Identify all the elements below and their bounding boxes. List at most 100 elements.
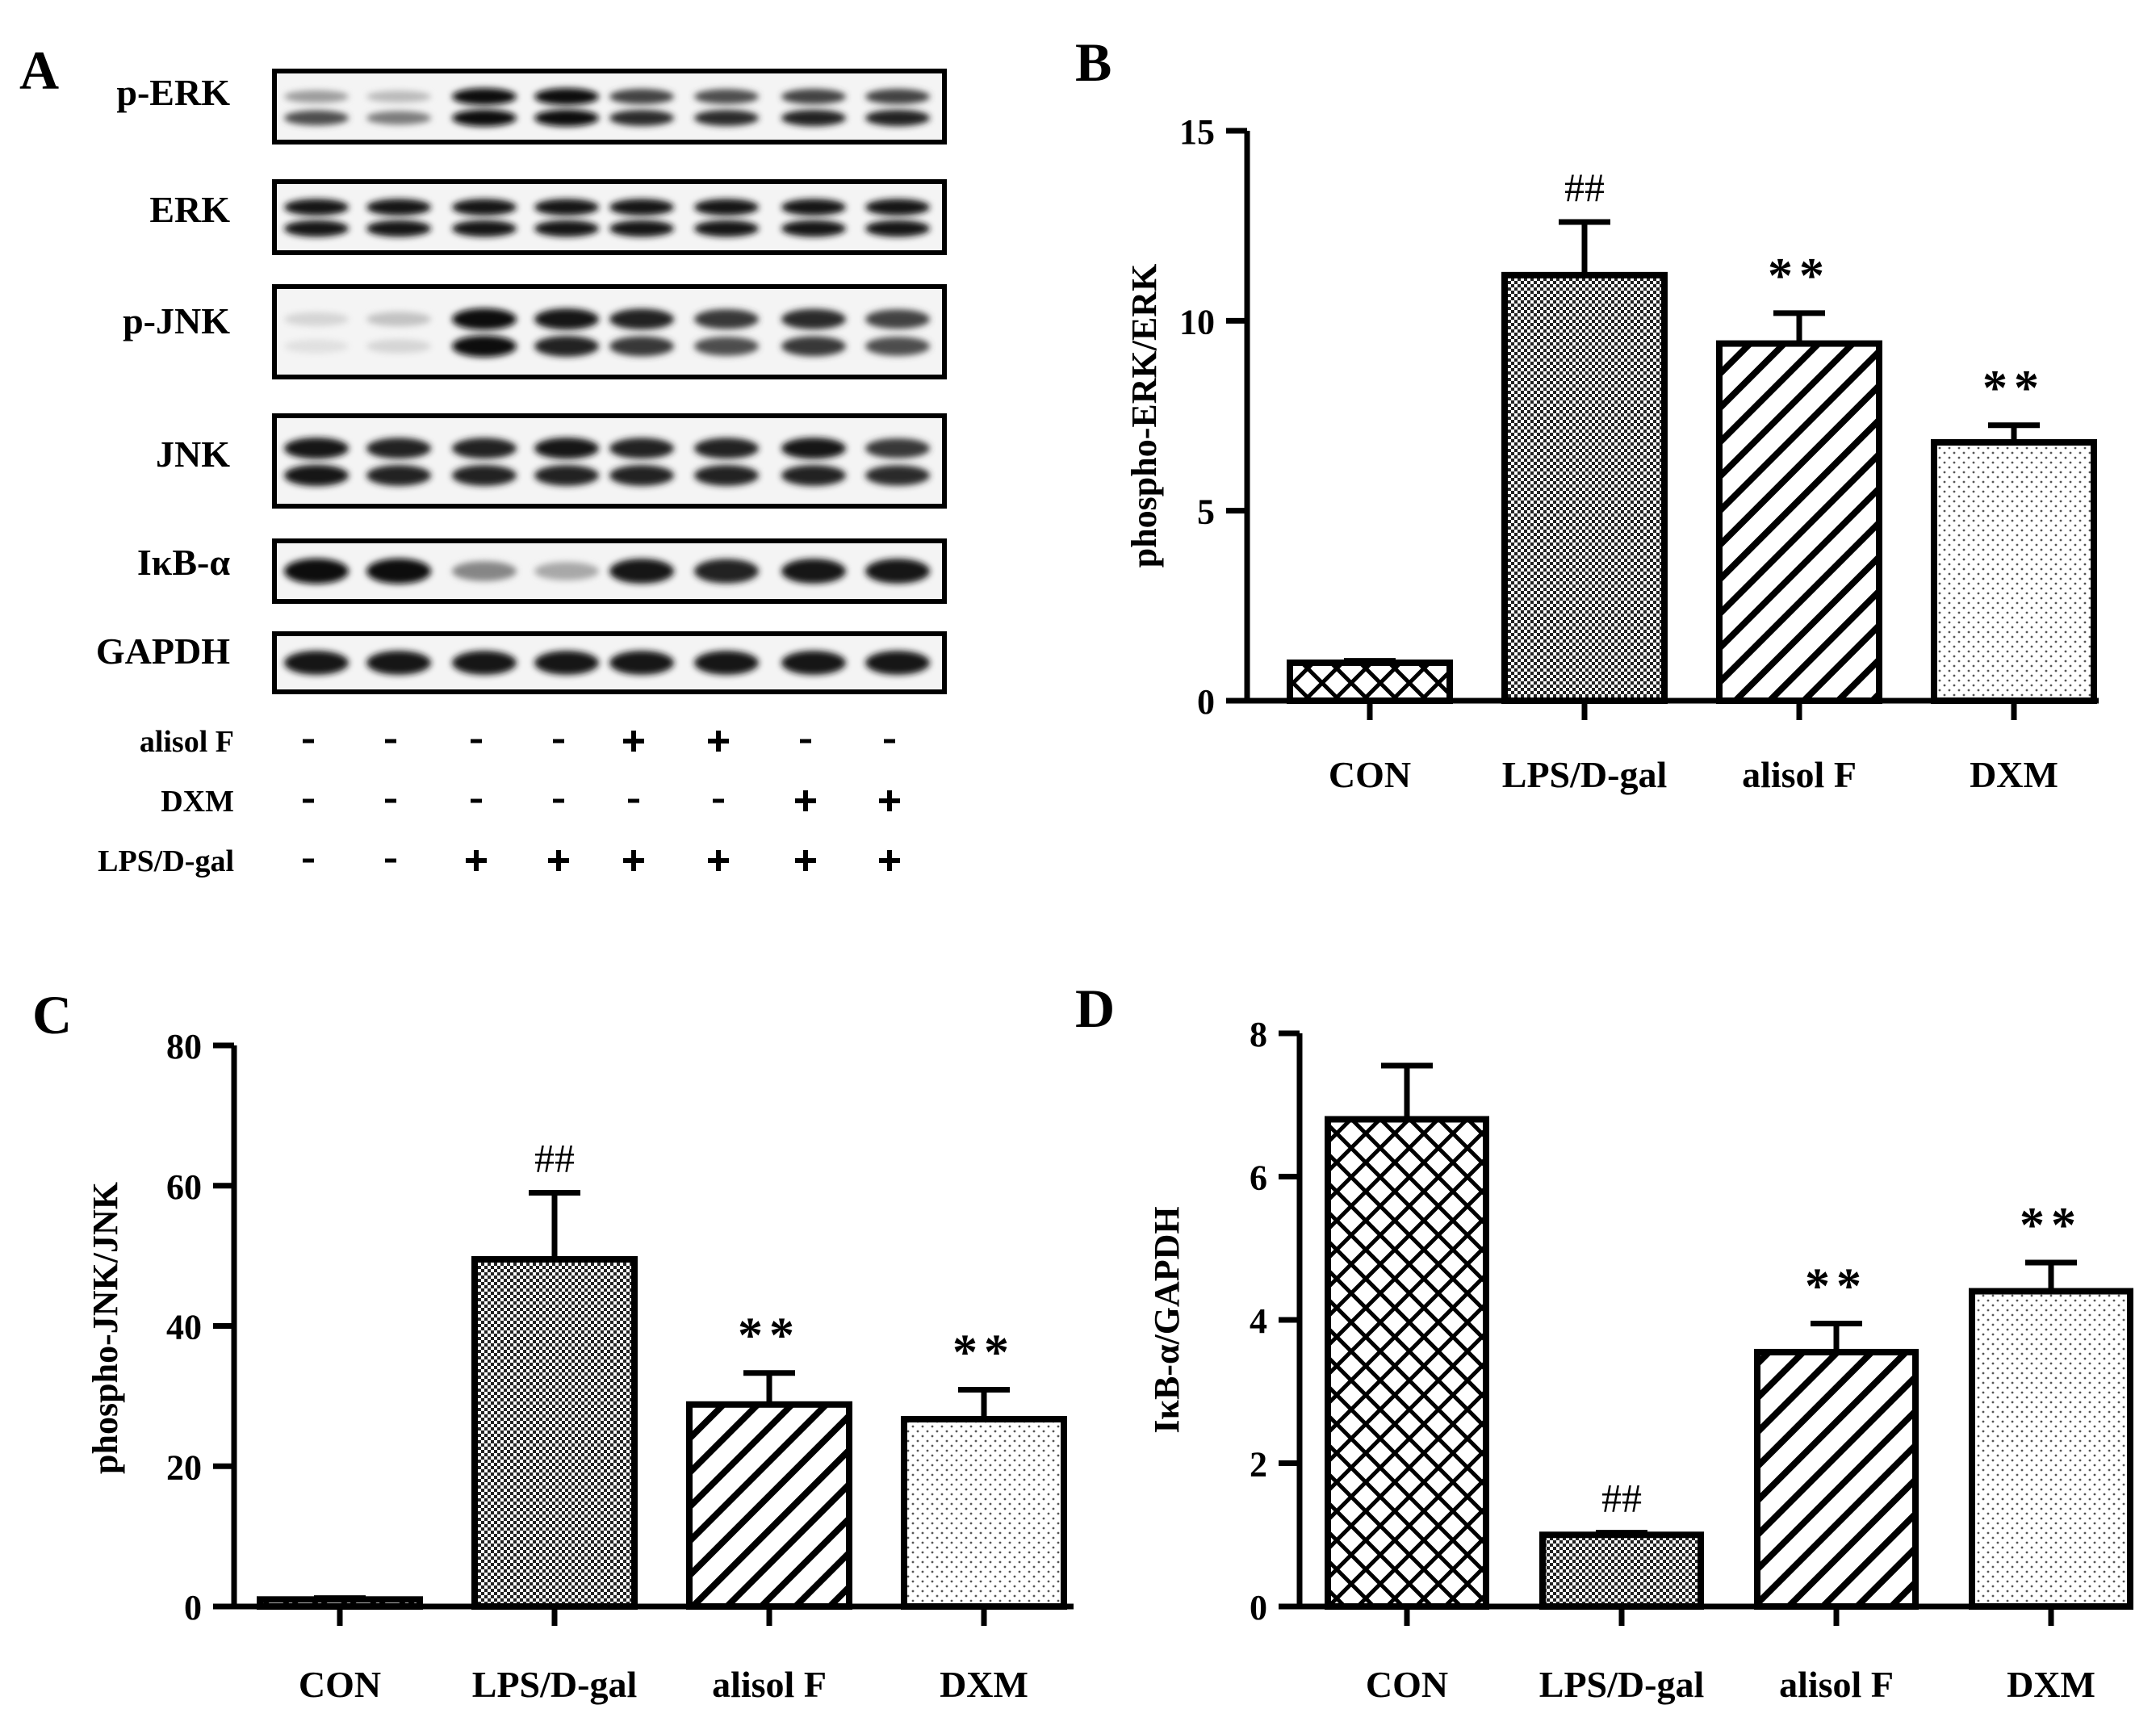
y-tick-label: 8 (1250, 1015, 1267, 1054)
blot-band (366, 339, 431, 354)
blot-band (284, 199, 349, 216)
blot-band (865, 465, 930, 486)
blot-band (781, 651, 846, 675)
blot-box (272, 179, 947, 255)
blot-label-erk: ERK (149, 189, 230, 230)
y-tick-label: 2 (1250, 1445, 1267, 1485)
blot-band (781, 199, 846, 216)
blot-band (452, 438, 517, 459)
blot-band (609, 89, 674, 105)
category-label-lps-d-gal: LPS/D-gal (1502, 754, 1667, 795)
western-blot-panel: p-ERK ERK p-JNK JNK IκB-α GAPDH alisol F DXM LPS… (96, 69, 947, 878)
blot-band (609, 465, 674, 486)
blot-band (366, 438, 431, 459)
chart-panel-b: 0 5 10 15 phospho-ERK/ERK CON LPS/D-gal ## aliso… (1124, 112, 2099, 795)
blot-band (694, 220, 759, 237)
blot-band (694, 110, 759, 127)
blot-band (534, 88, 599, 106)
blot-band (609, 308, 674, 330)
treatment-row-alisol-f: alisol F (140, 725, 895, 759)
blot-band (609, 110, 674, 127)
panel-letter-a: A (19, 40, 59, 101)
y-tick-label: 6 (1250, 1158, 1267, 1198)
bar-alisol-f (686, 1401, 852, 1611)
y-tick-label: 80 (166, 1027, 202, 1066)
blot-band (366, 220, 431, 237)
blot-band (865, 199, 930, 216)
blot-band (534, 465, 599, 486)
y-tick-label: 20 (166, 1447, 202, 1487)
blot-row-jnk: JNK (156, 413, 947, 509)
blot-band (284, 110, 349, 126)
category-label-lps-d-gal: LPS/D-gal (1539, 1664, 1704, 1705)
treatment-label-alisol-f: alisol F (140, 725, 234, 759)
bar-con (257, 1596, 423, 1610)
bar-lps-d-gal (1539, 1531, 1704, 1610)
y-axis-label: phospho-ERK/ERK (1124, 264, 1164, 568)
blot-band (534, 651, 599, 675)
blot-band (609, 651, 674, 675)
y-tick-label: 60 (166, 1167, 202, 1207)
significance-mark: ** (1982, 361, 2045, 416)
blot-row-gapdh: GAPDH (96, 630, 947, 694)
significance-mark: ## (534, 1135, 575, 1180)
blot-label-gapdh: GAPDH (96, 630, 230, 672)
y-tick-label: 0 (1197, 682, 1215, 722)
blot-band (534, 562, 599, 580)
blot-box (272, 69, 947, 145)
blot-band (609, 220, 674, 237)
blot-band (452, 651, 517, 675)
blot-band (534, 220, 599, 237)
blot-band (534, 109, 599, 127)
y-tick-label: 15 (1179, 112, 1215, 152)
blot-box (272, 284, 947, 379)
bar-alisol-f (1716, 340, 1882, 704)
blot-row-erk: ERK (149, 179, 947, 255)
blot-band (694, 337, 759, 356)
y-tick-label: 4 (1250, 1301, 1267, 1341)
blot-band (284, 558, 349, 584)
blot-band (284, 339, 349, 354)
blot-row-p-erk: p-ERK (116, 69, 947, 145)
blot-band (781, 438, 846, 459)
bar-dxm (1969, 1288, 2133, 1610)
blot-band (452, 199, 517, 216)
blot-band (366, 90, 431, 103)
treatment-label-dxm: DXM (161, 785, 234, 819)
blot-label-jnk: JNK (156, 434, 230, 475)
category-label-alisol-f: alisol F (1742, 754, 1857, 795)
blot-band (865, 337, 930, 356)
category-label-con: CON (1366, 1664, 1448, 1705)
blot-band (284, 464, 349, 487)
significance-mark: ## (1564, 165, 1605, 210)
blot-band (694, 651, 759, 675)
blot-band (284, 312, 349, 326)
y-tick-label: 0 (184, 1588, 202, 1627)
blot-band (452, 220, 517, 237)
blot-band (865, 559, 930, 584)
blot-band (284, 438, 349, 459)
blot-band (534, 438, 599, 459)
blot-band (865, 89, 930, 105)
significance-mark: ** (2020, 1198, 2083, 1253)
chart-panel-d: 0 2 4 6 8 IκB-α/GAPDH CON LPS/D-gal ## alisol F **… (1147, 1015, 2133, 1705)
blot-band (284, 651, 349, 675)
y-tick-label: 10 (1179, 302, 1215, 341)
blot-band (781, 89, 846, 105)
blot-row-i-b: IκB-α (137, 538, 947, 604)
blot-band (452, 465, 517, 486)
bar-con (1325, 1116, 1489, 1610)
category-label-con: CON (299, 1664, 381, 1705)
category-label-alisol-f: alisol F (712, 1664, 827, 1705)
blot-band (534, 308, 599, 330)
category-label-alisol-f: alisol F (1779, 1664, 1894, 1705)
y-tick-label: 40 (166, 1308, 202, 1347)
blot-box (272, 413, 947, 509)
blot-row-p-jnk: p-JNK (123, 284, 947, 379)
blot-band (781, 220, 846, 237)
y-axis-label: phospho-JNK/JNK (86, 1182, 125, 1474)
blot-band (534, 199, 599, 216)
bar-dxm (1931, 438, 2097, 704)
blot-band (694, 199, 759, 216)
